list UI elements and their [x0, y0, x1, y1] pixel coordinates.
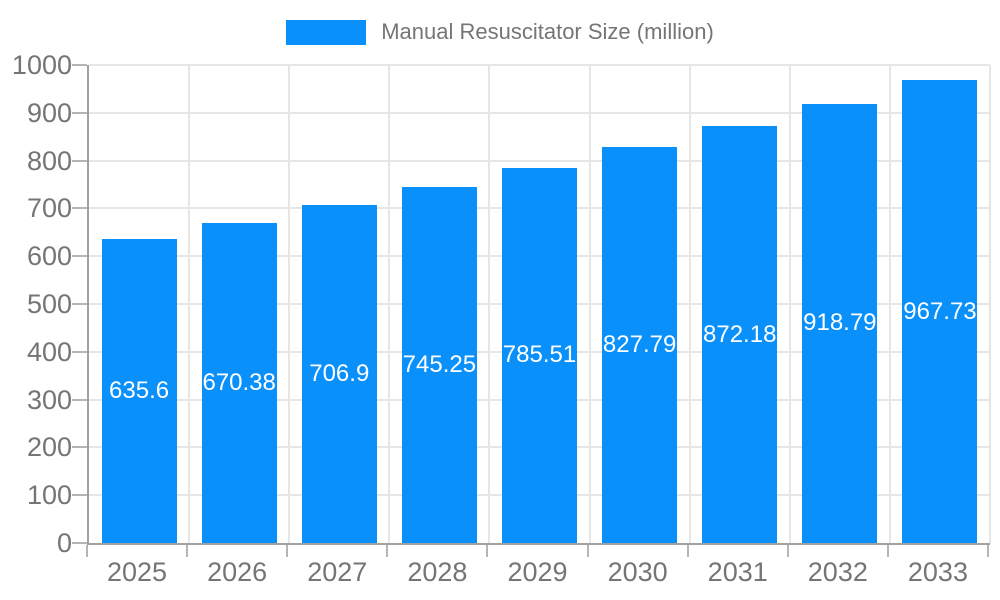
y-tick-label: 100	[26, 480, 72, 511]
bar-value-label: 872.18	[703, 320, 777, 348]
y-tick-label: 800	[26, 145, 72, 176]
v-gridline	[388, 65, 391, 543]
x-tick-mark	[86, 545, 88, 557]
legend-label[interactable]: Manual Resuscitator Size (million)	[381, 19, 714, 44]
y-tick-label: 700	[26, 193, 72, 224]
y-tick-mark	[72, 64, 87, 66]
h-gridline	[89, 111, 990, 114]
y-tick-label: 1000	[11, 50, 72, 80]
plot-area: 635.6 670.38 706.9 745.25 785.51 827.79 872.18…	[87, 64, 991, 545]
v-gridline	[488, 65, 491, 543]
bar-value-label: 670.38	[202, 368, 276, 396]
y-tick-mark	[72, 446, 87, 449]
y-tick-label: 600	[26, 241, 72, 272]
x-tick-mark	[286, 545, 289, 557]
bar-2029[interactable]	[502, 167, 577, 543]
y-tick-mark	[72, 494, 87, 497]
x-tick-mark	[786, 545, 789, 557]
bar-2027[interactable]	[301, 205, 377, 543]
x-tick-mark	[186, 545, 189, 557]
bar-2026[interactable]	[201, 222, 277, 543]
y-tick-mark	[72, 303, 87, 305]
y-tick-label: 400	[26, 336, 72, 367]
y-tick-label: 300	[26, 384, 72, 415]
x-tick-mark	[486, 545, 489, 557]
x-tick-label-2026: 2026	[207, 557, 268, 587]
bar-value-label: 967.73	[903, 297, 977, 325]
v-gridline	[788, 65, 791, 543]
bar-value-label: 918.79	[803, 309, 877, 337]
legend-swatch[interactable]	[286, 19, 367, 45]
y-tick-mark	[72, 542, 87, 544]
x-tick-label-2027: 2027	[307, 557, 368, 587]
bar-value-label: 745.25	[402, 350, 477, 378]
y-tick-label: 0	[56, 528, 72, 558]
x-tick-mark	[686, 545, 689, 557]
y-tick-mark	[72, 255, 87, 258]
bar-2033[interactable]	[902, 80, 978, 543]
x-tick-mark	[987, 545, 989, 557]
legend: Manual Resuscitator Size (million)	[0, 18, 1000, 46]
x-tick-label-2029: 2029	[507, 557, 568, 587]
bar-2025[interactable]	[101, 239, 177, 543]
x-tick-mark	[586, 545, 589, 557]
v-gridline	[688, 65, 691, 543]
bar-value-label: 827.79	[602, 331, 677, 359]
x-tick-label-2032: 2032	[807, 557, 868, 587]
h-gridline	[89, 64, 990, 66]
v-gridline	[188, 65, 191, 543]
y-tick-mark	[72, 207, 87, 210]
bar-value-label: 785.51	[502, 341, 577, 369]
x-tick-label-2028: 2028	[407, 557, 468, 587]
bar-2032[interactable]	[802, 103, 878, 543]
y-tick-mark	[72, 159, 87, 162]
bar-2031[interactable]	[702, 126, 778, 543]
y-tick-label: 200	[26, 432, 72, 463]
bar-2030[interactable]	[602, 147, 678, 543]
bar-value-label: 706.9	[309, 360, 370, 388]
x-tick-mark	[886, 545, 889, 557]
y-tick-mark	[72, 398, 87, 401]
v-gridline	[989, 65, 991, 543]
x-tick-label-2025: 2025	[107, 557, 168, 587]
x-tick-label-2033: 2033	[907, 557, 968, 587]
x-tick-label-2030: 2030	[607, 557, 668, 587]
y-tick-label: 900	[26, 97, 72, 128]
h-gridline	[89, 159, 990, 162]
bar-2028[interactable]	[401, 186, 477, 543]
v-gridline	[588, 65, 591, 543]
x-tick-label-2031: 2031	[707, 557, 768, 587]
y-tick-mark	[72, 111, 87, 114]
x-tick-mark	[386, 545, 389, 557]
v-gridline	[888, 65, 891, 543]
v-gridline	[288, 65, 291, 543]
bar-value-label: 635.6	[109, 377, 170, 405]
y-tick-mark	[72, 350, 87, 353]
y-tick-label: 500	[26, 289, 72, 319]
